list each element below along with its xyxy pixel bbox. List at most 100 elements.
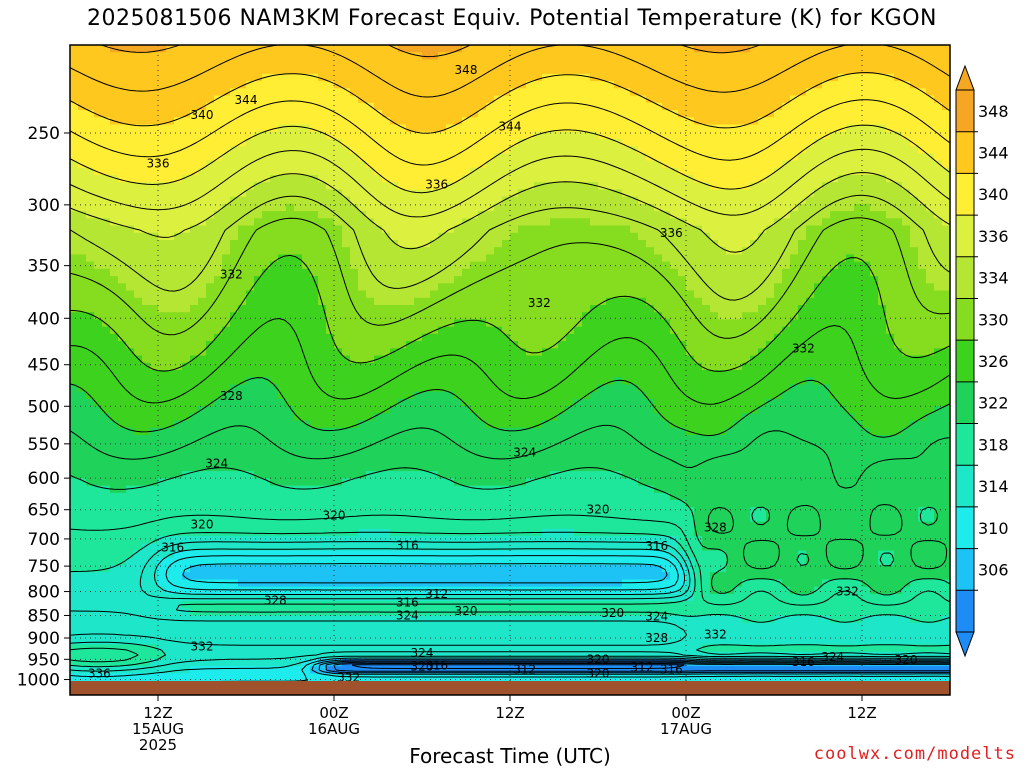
theta-e-cell — [150, 117, 159, 125]
theta-e-cell — [294, 348, 303, 356]
theta-e-cell — [894, 276, 903, 284]
theta-e-cell — [262, 327, 271, 335]
theta-e-cell — [486, 327, 495, 335]
theta-e-cell — [150, 189, 159, 197]
theta-e-cell — [566, 146, 575, 154]
theta-e-cell — [294, 247, 303, 255]
theta-e-cell — [478, 291, 487, 299]
theta-e-cell — [846, 240, 855, 248]
theta-e-cell — [94, 269, 103, 277]
theta-e-cell — [390, 327, 399, 335]
theta-e-cell — [566, 161, 575, 169]
theta-e-cell — [622, 363, 631, 371]
theta-e-cell — [654, 319, 663, 327]
theta-e-cell — [478, 218, 487, 226]
theta-e-cell — [926, 269, 935, 277]
theta-e-cell — [790, 247, 799, 255]
theta-e-cell — [806, 363, 815, 371]
theta-e-cell — [470, 132, 479, 140]
theta-e-cell — [646, 363, 655, 371]
theta-e-cell — [798, 247, 807, 255]
theta-e-cell — [358, 334, 367, 342]
theta-e-cell — [302, 327, 311, 335]
theta-e-cell — [782, 305, 791, 313]
theta-e-cell — [598, 327, 607, 335]
theta-e-cell — [894, 146, 903, 154]
theta-e-cell — [806, 124, 815, 132]
theta-e-cell — [550, 254, 559, 262]
theta-e-cell — [926, 341, 935, 349]
theta-e-cell — [270, 262, 279, 270]
theta-e-cell — [318, 254, 327, 262]
theta-e-cell — [774, 276, 783, 284]
theta-e-cell — [198, 233, 207, 241]
theta-e-cell — [422, 74, 431, 82]
theta-e-cell — [286, 269, 295, 277]
theta-e-cell — [518, 218, 527, 226]
theta-e-cell — [126, 305, 135, 313]
theta-e-cell — [222, 168, 231, 176]
theta-e-cell — [382, 45, 391, 53]
theta-e-cell — [630, 96, 639, 104]
theta-e-cell — [254, 161, 263, 169]
theta-e-cell — [662, 132, 671, 140]
theta-e-cell — [926, 189, 935, 197]
theta-e-cell — [886, 110, 895, 118]
theta-e-cell — [550, 59, 559, 67]
theta-e-cell — [494, 348, 503, 356]
theta-e-cell — [934, 197, 943, 205]
theta-e-cell — [582, 74, 591, 82]
theta-e-cell — [70, 262, 79, 270]
theta-e-cell — [446, 283, 455, 291]
theta-e-cell — [478, 96, 487, 104]
theta-e-cell — [910, 88, 919, 96]
theta-e-cell — [302, 153, 311, 161]
theta-e-cell — [582, 88, 591, 96]
theta-e-cell — [742, 74, 751, 82]
theta-e-cell — [310, 226, 319, 234]
theta-e-cell — [382, 110, 391, 118]
theta-e-cell — [470, 269, 479, 277]
theta-e-cell — [854, 218, 863, 226]
theta-e-cell — [582, 197, 591, 205]
theta-e-cell — [894, 175, 903, 183]
theta-e-cell — [870, 103, 879, 111]
theta-e-cell — [182, 319, 191, 327]
theta-e-cell — [574, 81, 583, 89]
theta-e-cell — [614, 348, 623, 356]
theta-e-cell — [614, 218, 623, 226]
theta-e-cell — [150, 96, 159, 104]
theta-e-cell — [294, 305, 303, 313]
theta-e-cell — [286, 226, 295, 234]
theta-e-cell — [758, 298, 767, 306]
theta-e-cell — [590, 247, 599, 255]
theta-e-cell — [614, 146, 623, 154]
theta-e-cell — [798, 146, 807, 154]
theta-e-cell — [414, 153, 423, 161]
theta-e-cell — [302, 319, 311, 327]
theta-e-cell — [310, 88, 319, 96]
theta-e-cell — [478, 341, 487, 349]
theta-e-cell — [526, 283, 535, 291]
theta-e-cell — [878, 269, 887, 277]
theta-e-cell — [822, 218, 831, 226]
theta-e-cell — [606, 233, 615, 241]
theta-e-cell — [574, 363, 583, 371]
theta-e-cell — [78, 189, 87, 197]
theta-e-cell — [310, 161, 319, 169]
theta-e-cell — [902, 182, 911, 190]
theta-e-cell — [678, 189, 687, 197]
theta-e-cell — [726, 269, 735, 277]
theta-e-cell — [486, 240, 495, 248]
theta-e-cell — [766, 298, 775, 306]
theta-e-cell — [302, 103, 311, 111]
theta-e-cell — [238, 175, 247, 183]
theta-e-cell — [742, 298, 751, 306]
theta-e-cell — [838, 117, 847, 125]
theta-e-cell — [382, 52, 391, 60]
theta-e-cell — [534, 356, 543, 364]
theta-e-cell — [422, 146, 431, 154]
theta-e-cell — [782, 334, 791, 342]
theta-e-cell — [750, 276, 759, 284]
theta-e-cell — [862, 341, 871, 349]
